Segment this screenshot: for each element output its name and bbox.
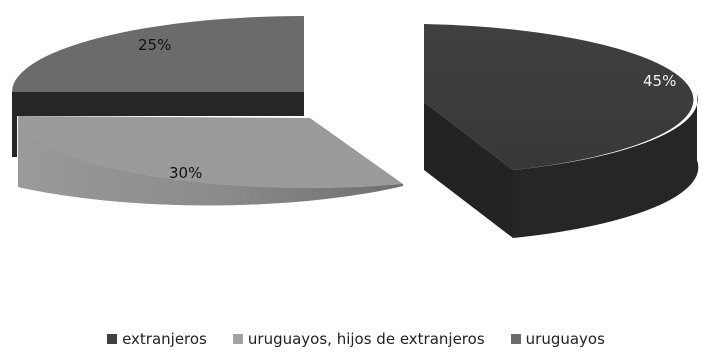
legend-label-hijos: uruguayos, hijos de extranjeros <box>247 330 485 348</box>
pie-slice-hijos-side-body <box>18 116 403 206</box>
slice-label-hijos: 30% <box>169 164 202 182</box>
pie-slice-uruguayos-top <box>12 16 304 92</box>
legend-swatch-hijos <box>232 334 243 344</box>
pie-slice-hijos-top <box>18 116 403 188</box>
pie-slice-extranjeros-arc-side <box>513 94 699 238</box>
pie-slice-hijos <box>18 116 403 206</box>
pie-slice-extranjeros-top <box>424 24 694 170</box>
slice-label-uruguayos: 25% <box>138 36 171 54</box>
slice-label-extranjeros: 45% <box>643 72 676 90</box>
legend-swatch-uruguayos <box>510 334 521 344</box>
pie-slice-uruguayos-side <box>12 92 304 116</box>
legend-item-uruguayos: uruguayos <box>510 330 605 348</box>
legend-label-uruguayos: uruguayos <box>525 330 605 348</box>
pie-slice-extranjeros-side <box>424 102 513 238</box>
pie-slice-uruguayos-left-edge <box>12 92 17 157</box>
pie-slice-uruguayos <box>12 16 304 157</box>
legend-item-extranjeros: extranjeros <box>107 330 207 348</box>
legend-label-extranjeros: extranjeros <box>122 330 207 348</box>
legend-item-hijos: uruguayos, hijos de extranjeros <box>232 330 485 348</box>
pie-slice-extranjeros <box>424 24 699 238</box>
legend-swatch-extranjeros <box>107 334 118 344</box>
chart-legend: extranjeros uruguayos, hijos de extranje… <box>0 328 712 350</box>
